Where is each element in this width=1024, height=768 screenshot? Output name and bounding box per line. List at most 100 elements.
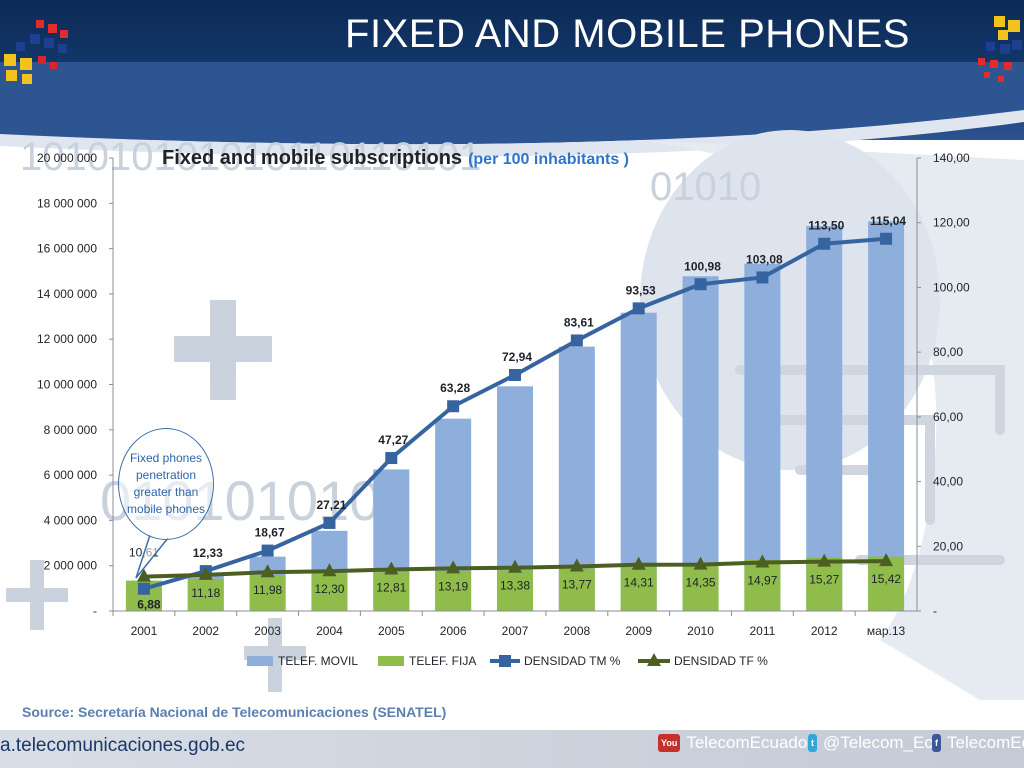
data-label-tf: 14,97: [747, 574, 777, 588]
x-tick-label: 2003: [254, 624, 281, 638]
legend-label-fija: TELEF. FIJA: [409, 654, 476, 668]
twitter-icon: t: [808, 734, 817, 752]
y-axis-right: - 20,00 40,00 60,00 80,00 100,00 120,00 140,00: [916, 151, 970, 618]
social-facebook-label: TelecomEc: [947, 733, 1024, 752]
data-label-tm: 83,61: [564, 315, 594, 329]
x-tick-label: 2005: [378, 624, 405, 638]
y-tick-left-label: 14 000 000: [37, 287, 97, 301]
point-tm: [570, 334, 583, 347]
youtube-icon: You: [658, 734, 681, 752]
website-link[interactable]: a.telecomunicaciones.gob.ec: [0, 735, 246, 756]
legend-label-tm: DENSIDAD TM %: [524, 654, 621, 668]
data-label-tm: 113,50: [808, 219, 844, 233]
social-facebook[interactable]: f TelecomEc: [932, 733, 1024, 753]
y-tick-left-label: 12 000 000: [37, 332, 97, 346]
chart-subtitle: (per 100 inhabitants ): [468, 151, 629, 168]
bar-fija: [620, 566, 657, 611]
social-youtube[interactable]: You TelecomEcuador: [658, 733, 813, 753]
data-label-tm: 93,53: [626, 283, 656, 297]
x-tick-label: 2008: [563, 624, 590, 638]
data-label-tm: 72,94: [502, 350, 532, 364]
bar-fija: [373, 572, 410, 611]
point-tm: [385, 452, 398, 465]
point-tf: [260, 564, 275, 578]
callout-pointer: [135, 534, 169, 579]
data-label-tm: 6,88: [137, 598, 161, 612]
logo-left-icon: [4, 20, 68, 84]
point-tm: [694, 278, 707, 291]
bar-movil: [744, 263, 781, 611]
social-youtube-label: TelecomEcuador: [686, 733, 813, 752]
bar-series-movil: [125, 221, 905, 612]
y-tick-left-label: -: [93, 604, 97, 618]
bar-fija: [249, 575, 286, 611]
data-label-tm: 12,33: [193, 546, 223, 560]
y-axis-left: - 2 000 000 4 000 000 6 000 000 8 000 000 10 …: [37, 151, 114, 618]
point-tf: [879, 553, 894, 567]
data-label-tm: 18,67: [255, 526, 285, 540]
x-tick-label: 2002: [192, 624, 219, 638]
data-label-tf: 15,42: [871, 572, 901, 586]
annotation-callout: Fixed phones penetration greater than mo…: [118, 428, 214, 540]
y-tick-right-label: 80,00: [933, 345, 963, 359]
legend-marker-tm: [499, 655, 511, 667]
data-label-tf: 11,98: [253, 583, 282, 597]
data-label-tf: 13,19: [438, 579, 468, 593]
point-tm: [880, 232, 893, 245]
point-tf: [322, 563, 337, 577]
data-label-tm: 100,98: [684, 259, 721, 273]
y-tick-left-label: 20 000 000: [37, 151, 97, 165]
data-label-tf: 15,27: [809, 573, 839, 587]
x-tick-label: 2007: [502, 624, 529, 638]
y-tick-right-label: 100,00: [933, 280, 970, 294]
legend-label-tf: DENSIDAD TF %: [674, 654, 768, 668]
legend-swatch-fija: [378, 656, 404, 666]
x-axis: 2001 2002 2003 2004 2005 2006 2007 2008 2009 2010…: [112, 610, 917, 638]
point-tm: [447, 400, 460, 413]
point-tf: [817, 553, 832, 567]
point-tf: [755, 554, 770, 568]
bar-fija: [187, 578, 224, 611]
y-tick-right-label: 140,00: [933, 151, 970, 165]
x-tick-label: 2012: [811, 624, 838, 638]
slide-title: FIXED AND MOBILE PHONES: [345, 12, 910, 56]
bar-movil: [682, 276, 719, 611]
y-tick-left-label: 4 000 000: [44, 513, 98, 527]
x-tick-label: мар.13: [867, 624, 906, 638]
bar-fija: [311, 573, 348, 611]
footer-bar: [0, 730, 1024, 768]
x-tick-label: 2009: [625, 624, 652, 638]
point-tm: [756, 271, 769, 284]
y-tick-right-label: 120,00: [933, 216, 970, 230]
legend-marker-tf: [647, 653, 661, 666]
svg-text:01010: 01010: [650, 165, 761, 209]
bar-fija: [682, 563, 719, 611]
point-tf: [446, 560, 461, 574]
social-twitter[interactable]: t @Telecom_Ec: [808, 733, 933, 753]
y-tick-left-label: 6 000 000: [44, 468, 98, 482]
point-tf: [569, 558, 584, 572]
facebook-icon: f: [932, 734, 941, 752]
bar-fija: [497, 570, 533, 611]
chart: - 2 000 000 4 000 000 6 000 000 8 000 000 10 …: [37, 147, 970, 668]
data-label-tf: 12,81: [376, 581, 406, 595]
data-label-tm: 103,08: [746, 252, 783, 266]
x-tick-label: 2011: [749, 624, 775, 638]
data-label-tm: 47,27: [378, 433, 408, 447]
data-label-tf: 12,30: [314, 582, 344, 596]
y-tick-left-label: 10 000 000: [37, 378, 97, 392]
x-tick-label: 2006: [440, 624, 467, 638]
y-tick-left-label: 18 000 000: [37, 196, 97, 210]
y-tick-right-label: -: [933, 604, 937, 618]
point-tf: [136, 568, 151, 582]
bar-fija: [558, 568, 595, 611]
y-tick-left-label: 8 000 000: [44, 423, 98, 437]
data-label-tm: 115,04: [870, 214, 906, 228]
source-note: Source: Secretaría Nacional de Telecomun…: [22, 704, 447, 720]
data-label-tf: 14,35: [686, 576, 716, 590]
bar-movil: [806, 225, 843, 611]
x-tick-label: 2010: [687, 624, 714, 638]
bar-fija: [744, 560, 781, 611]
x-tick-label: 2001: [131, 624, 158, 638]
